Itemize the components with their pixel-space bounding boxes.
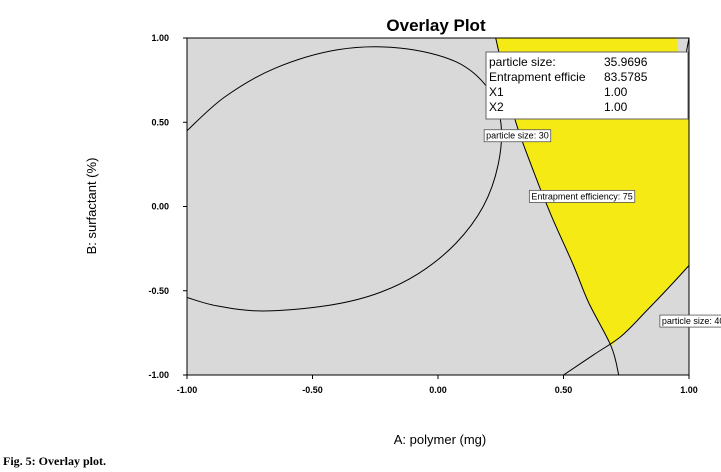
flag-box <box>485 51 689 120</box>
y-axis: -1.00 -0.50 0.00 0.50 1.00 <box>148 33 187 380</box>
contour-label: particle size: 40 <box>659 314 721 328</box>
contour-label-text: particle size: 40 <box>662 316 721 326</box>
contour-label-text: Entrapment efficiency: 75 <box>531 191 632 201</box>
chart-title: Overlay Plot <box>386 16 486 35</box>
y-tick-label: 0.50 <box>151 117 169 127</box>
contour-line <box>563 265 689 375</box>
x-tick-label: 0.50 <box>555 385 573 395</box>
y-tick-label: -0.50 <box>148 286 169 296</box>
flag-pointer <box>685 37 690 55</box>
x-axis: -1.00 -0.50 0.00 0.50 1.00 <box>177 375 698 395</box>
contour-labels: particle size: 30 Entrapment efficiency: … <box>483 129 721 328</box>
x-axis-label: A: polymer (mg) <box>394 432 486 447</box>
contour-line <box>187 46 502 312</box>
x-tick-label: -1.00 <box>177 385 198 395</box>
flag-row-name: Entrapment efficie <box>489 70 586 84</box>
flag-row-name: X1 <box>489 85 504 99</box>
y-tick-label: 1.00 <box>151 33 169 43</box>
x-tick-label: 0.00 <box>429 385 447 395</box>
contour-label-text: particle size: 30 <box>486 131 549 141</box>
flag-row-name: X2 <box>489 100 504 114</box>
flag-row-value: 1.00 <box>604 100 628 114</box>
flag-row-value: 83.5785 <box>604 70 648 84</box>
y-tick-label: 0.00 <box>151 202 169 212</box>
prediction-flag: particle size: 35.9696 Entrapment efficie 8… <box>485 37 690 120</box>
flag-row-value: 35.9696 <box>604 55 648 69</box>
y-tick-label: -1.00 <box>148 370 169 380</box>
y-axis-label: B: surfactant (%) <box>84 158 99 255</box>
contour-label: Entrapment efficiency: 75 <box>528 189 636 203</box>
x-tick-label: 1.00 <box>680 385 698 395</box>
contour-label: particle size: 30 <box>483 129 552 143</box>
flag-row-value: 1.00 <box>604 85 628 99</box>
x-tick-label: -0.50 <box>302 385 323 395</box>
figure-caption: Fig. 5: Overlay plot. <box>3 454 106 468</box>
flag-row-name: particle size: <box>489 55 556 69</box>
